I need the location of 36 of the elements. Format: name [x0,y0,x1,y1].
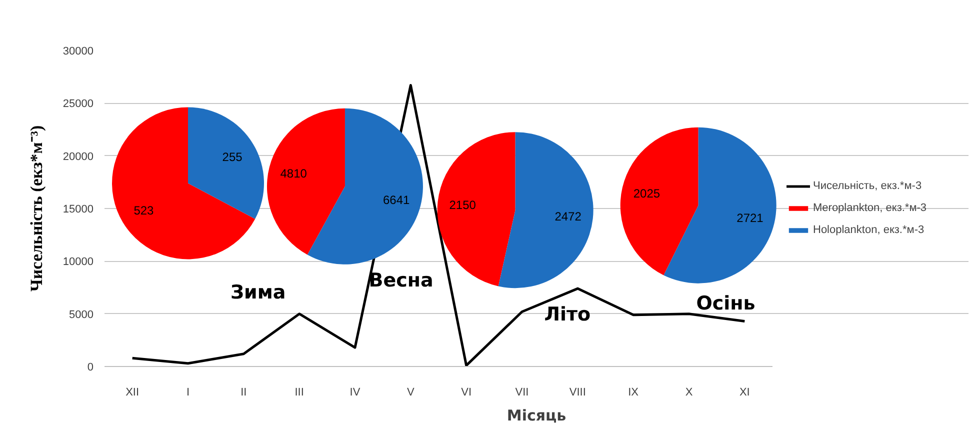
annotation: Літо [544,303,591,326]
x-axis-title: Місяць [506,406,566,424]
annotation: Весна [368,270,434,292]
x-tick-label: III [294,386,304,398]
data-label: 2150 [449,198,476,212]
data-label: 255 [222,150,243,164]
x-tick-label: X [685,386,694,398]
y-tick-label: 0 [87,362,94,374]
data-label: 6641 [383,193,410,208]
x-tick-label: II [240,386,247,398]
x-tick-label: VII [515,386,529,398]
legend-label: Holoplankton, екз.*м-3 [813,224,924,236]
annotation: Осінь [696,292,756,314]
x-tick-label: VI [461,386,472,398]
x-tick-label: V [407,386,415,398]
x-tick-label: IV [350,386,361,398]
data-label: 2721 [736,210,764,225]
data-label: 4810 [280,166,308,181]
data-label: 2472 [554,209,582,224]
y-tick-label: 30000 [62,46,94,58]
x-tick-label: IX [628,386,640,398]
x-tick-label: I [186,386,190,398]
x-tick-label: VIII [569,386,586,398]
x-tick-label: XII [126,386,140,398]
y-tick-label: 15000 [62,204,94,216]
y-tick-label: 5000 [69,308,94,321]
y-tick-label: 10000 [62,256,94,268]
y-axis-title: Чисельність (екз*м⁻³) [26,125,46,292]
annotation: Зима [230,281,286,304]
y-tick-label: 25000 [62,98,94,110]
x-tick-label: XI [739,386,750,398]
y-tick-label: 20000 [62,150,94,163]
legend-label: Чисельність, екз.*м-3 [813,180,922,192]
data-label: 2025 [633,186,660,201]
data-label: 523 [134,203,154,218]
legend-label: Meroplankton, екз.*м-3 [813,202,927,214]
